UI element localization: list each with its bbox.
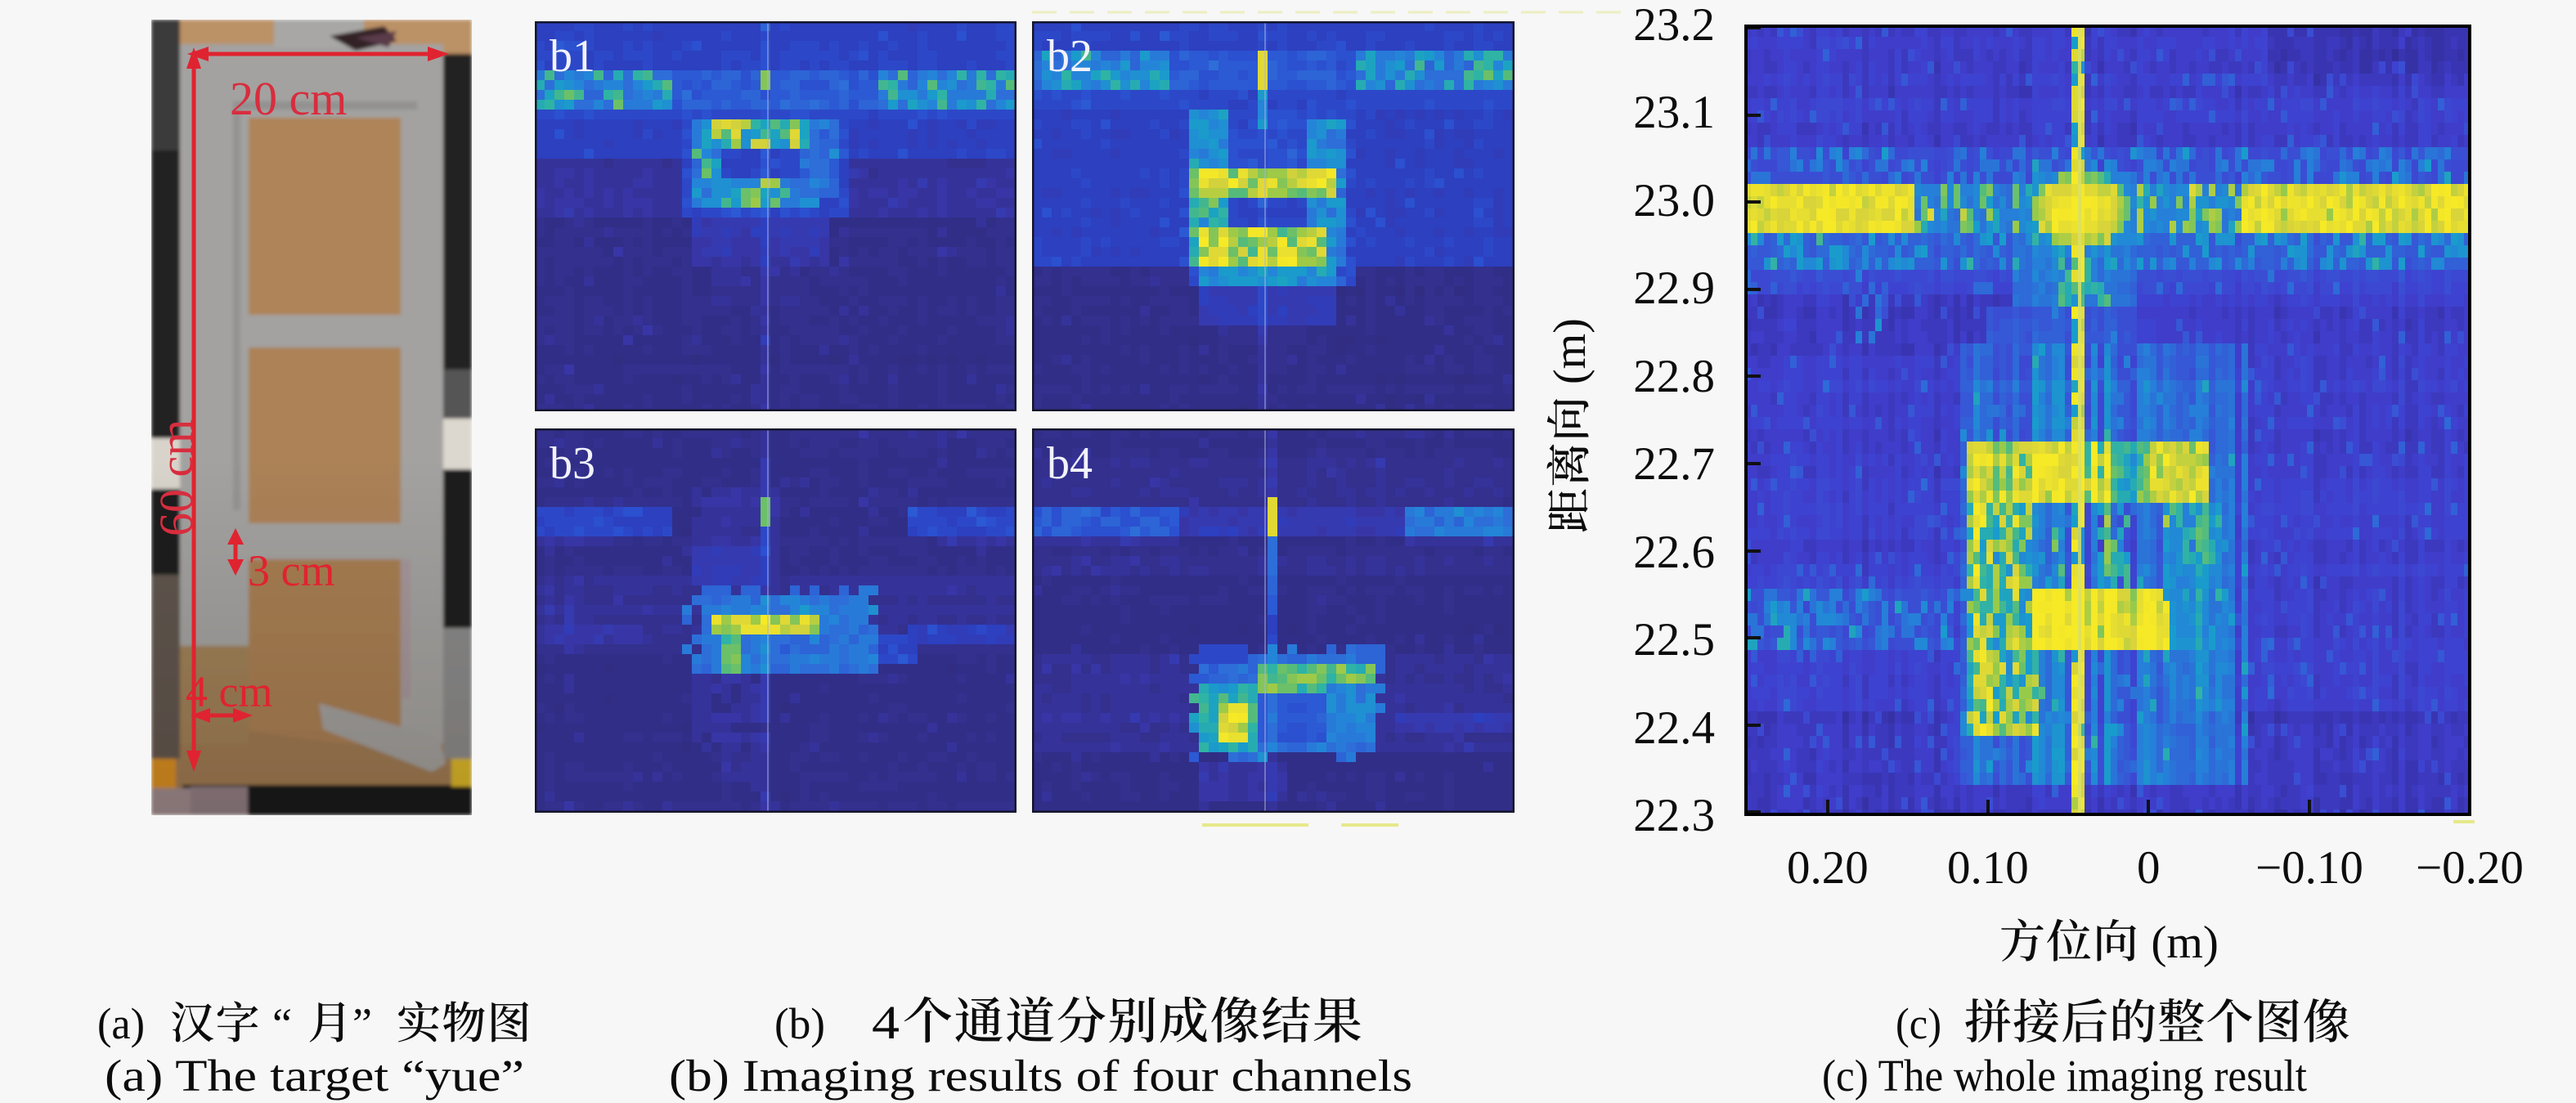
svg-text:20 cm: 20 cm	[230, 72, 347, 125]
svg-text:(b): (b)	[774, 999, 825, 1048]
svg-text:b4: b4	[1047, 438, 1093, 489]
svg-text:(c): (c)	[1896, 999, 1941, 1048]
svg-text:(a) The target “yue”: (a) The target “yue”	[105, 1051, 524, 1101]
svg-text:b1: b1	[550, 31, 595, 82]
svg-text:(m): (m)	[2139, 917, 2219, 968]
svg-text:(a): (a)	[97, 999, 145, 1048]
svg-text:”: ”	[352, 999, 372, 1048]
svg-text:b3: b3	[550, 438, 595, 489]
svg-text:(c) The whole imaging result: (c) The whole imaging result	[1822, 1051, 2307, 1101]
svg-text:b2: b2	[1047, 31, 1093, 82]
svg-text:4: 4	[872, 996, 900, 1049]
svg-text:“: “	[272, 999, 292, 1048]
svg-text:(b) Imaging results of four ch: (b) Imaging results of four channels	[669, 1051, 1412, 1101]
svg-text:60 cm: 60 cm	[151, 419, 203, 536]
svg-text:3 cm: 3 cm	[248, 546, 334, 595]
svg-text:(m): (m)	[1545, 318, 1595, 396]
svg-text:4 cm: 4 cm	[186, 667, 272, 716]
